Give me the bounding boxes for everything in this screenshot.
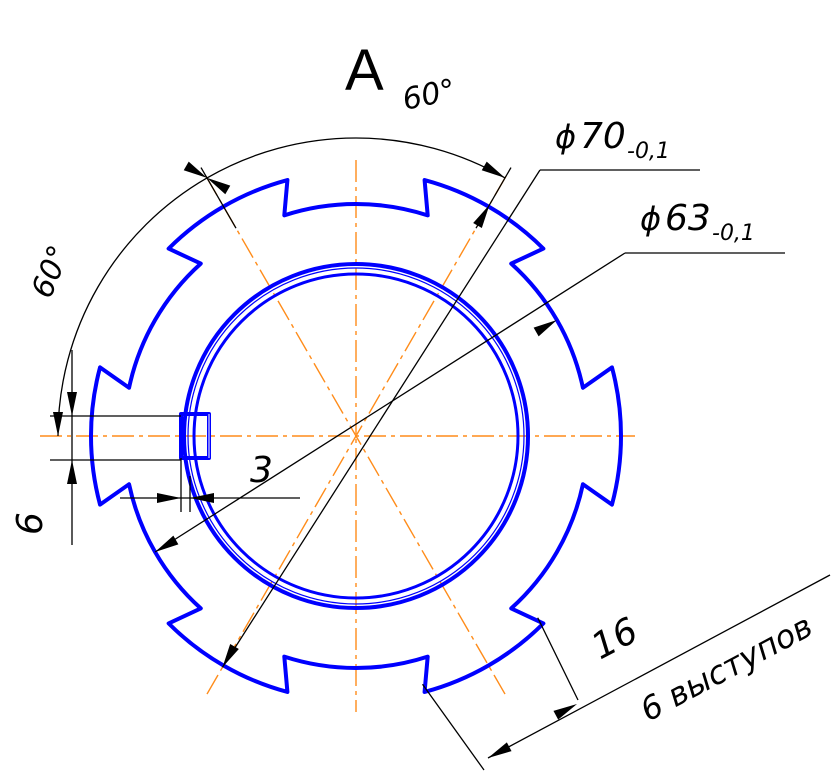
angle-arrow-left-bottom: [53, 412, 63, 436]
lug-arrow-right: [553, 704, 577, 720]
slot-depth-arrow-left: [157, 493, 181, 503]
inner-ring-inner: [192, 272, 520, 600]
lug-width-label: 16: [585, 610, 645, 668]
outer-profile: [89, 178, 623, 694]
lug-ext-right: [537, 617, 579, 701]
dia-inner-tolerance: -0,1: [712, 221, 755, 246]
angle-arrow-top-right: [481, 161, 505, 178]
dia-outer-arrow-bottom: [222, 643, 239, 668]
dia-outer-value: 70: [580, 116, 626, 157]
slot-depth-label: 3: [250, 450, 273, 491]
slot-depth-arrow-right: [190, 493, 214, 503]
lug-ext-left: [421, 683, 485, 771]
angle-arc-left: [57, 177, 208, 437]
dia-inner-symbol: ϕ: [640, 200, 661, 238]
slot-width-label: 6: [10, 512, 51, 535]
lug-count-note: 6 выступов: [634, 607, 819, 729]
dia-outer-tolerance: -0,1: [627, 139, 670, 164]
inner-ring-thread: [187, 267, 525, 605]
angle-ext-60: [475, 167, 512, 229]
dia-outer-symbol: ϕ: [555, 118, 576, 156]
dia-inner-label: ϕ 63 -0,1: [640, 198, 755, 246]
lug-arrow-left: [488, 742, 512, 758]
dimension-lines: [50, 137, 831, 771]
dia-inner-leader: [154, 252, 626, 553]
dia-inner-arrow-bottom: [155, 535, 179, 552]
dia-outer-label: ϕ 70 -0,1: [555, 116, 670, 164]
dia-inner-arrow-top: [533, 320, 557, 337]
slot-width-arrow-top: [67, 392, 77, 416]
inner-ring-outer: [182, 262, 530, 610]
angle-ext-120: [200, 167, 237, 229]
view-label: А: [345, 38, 384, 103]
lug-dim-line: [487, 574, 831, 759]
dia-outer-leader: [221, 169, 541, 668]
angle-arrow-left-top: [183, 161, 207, 178]
angle-arrow-top-left: [207, 177, 231, 195]
centerline-diagonal: [205, 175, 507, 697]
part-outline: [89, 178, 623, 694]
angle-top-label: 60°: [399, 73, 458, 118]
angle-left-label: 60°: [25, 241, 77, 303]
slot-width-arrow-bottom: [67, 460, 77, 484]
angle-arc-top: [206, 137, 506, 179]
dia-inner-value: 63: [665, 198, 711, 239]
